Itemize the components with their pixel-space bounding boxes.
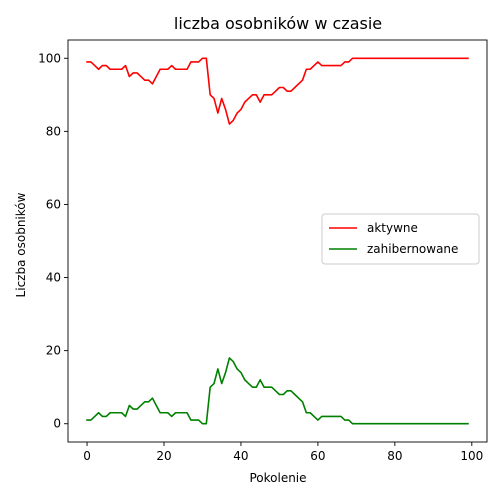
x-tick-label: 40 xyxy=(233,449,248,463)
y-tick-label: 100 xyxy=(38,51,61,65)
x-axis-label: Pokolenie xyxy=(249,471,306,485)
legend-box xyxy=(321,213,480,265)
y-tick-label: 40 xyxy=(46,271,61,285)
y-axis-label: Liczba osobników xyxy=(14,192,28,297)
y-tick-label: 60 xyxy=(46,197,61,211)
series-line-zahibernowane xyxy=(86,357,469,425)
x-tick-label: 80 xyxy=(387,449,402,463)
chart-title: liczba osobników w czasie xyxy=(174,14,382,33)
legend: aktywne zahibernowane xyxy=(321,213,480,265)
legend-label: zahibernowane xyxy=(367,242,458,256)
y-tick-label: 0 xyxy=(53,417,61,431)
x-tick-label: 100 xyxy=(460,449,483,463)
x-tick-label: 60 xyxy=(310,449,325,463)
y-tick-label: 80 xyxy=(46,124,61,138)
y-tick-label: 20 xyxy=(46,344,61,358)
series-line-aktywne xyxy=(86,57,469,125)
legend-label: aktywne xyxy=(367,221,418,235)
axes-frame xyxy=(67,39,488,443)
x-tick-label: 0 xyxy=(83,449,91,463)
x-tick-label: 20 xyxy=(156,449,171,463)
plot-area: 0 20 40 60 80 100 0 20 40 60 80 100 xyxy=(38,39,488,463)
